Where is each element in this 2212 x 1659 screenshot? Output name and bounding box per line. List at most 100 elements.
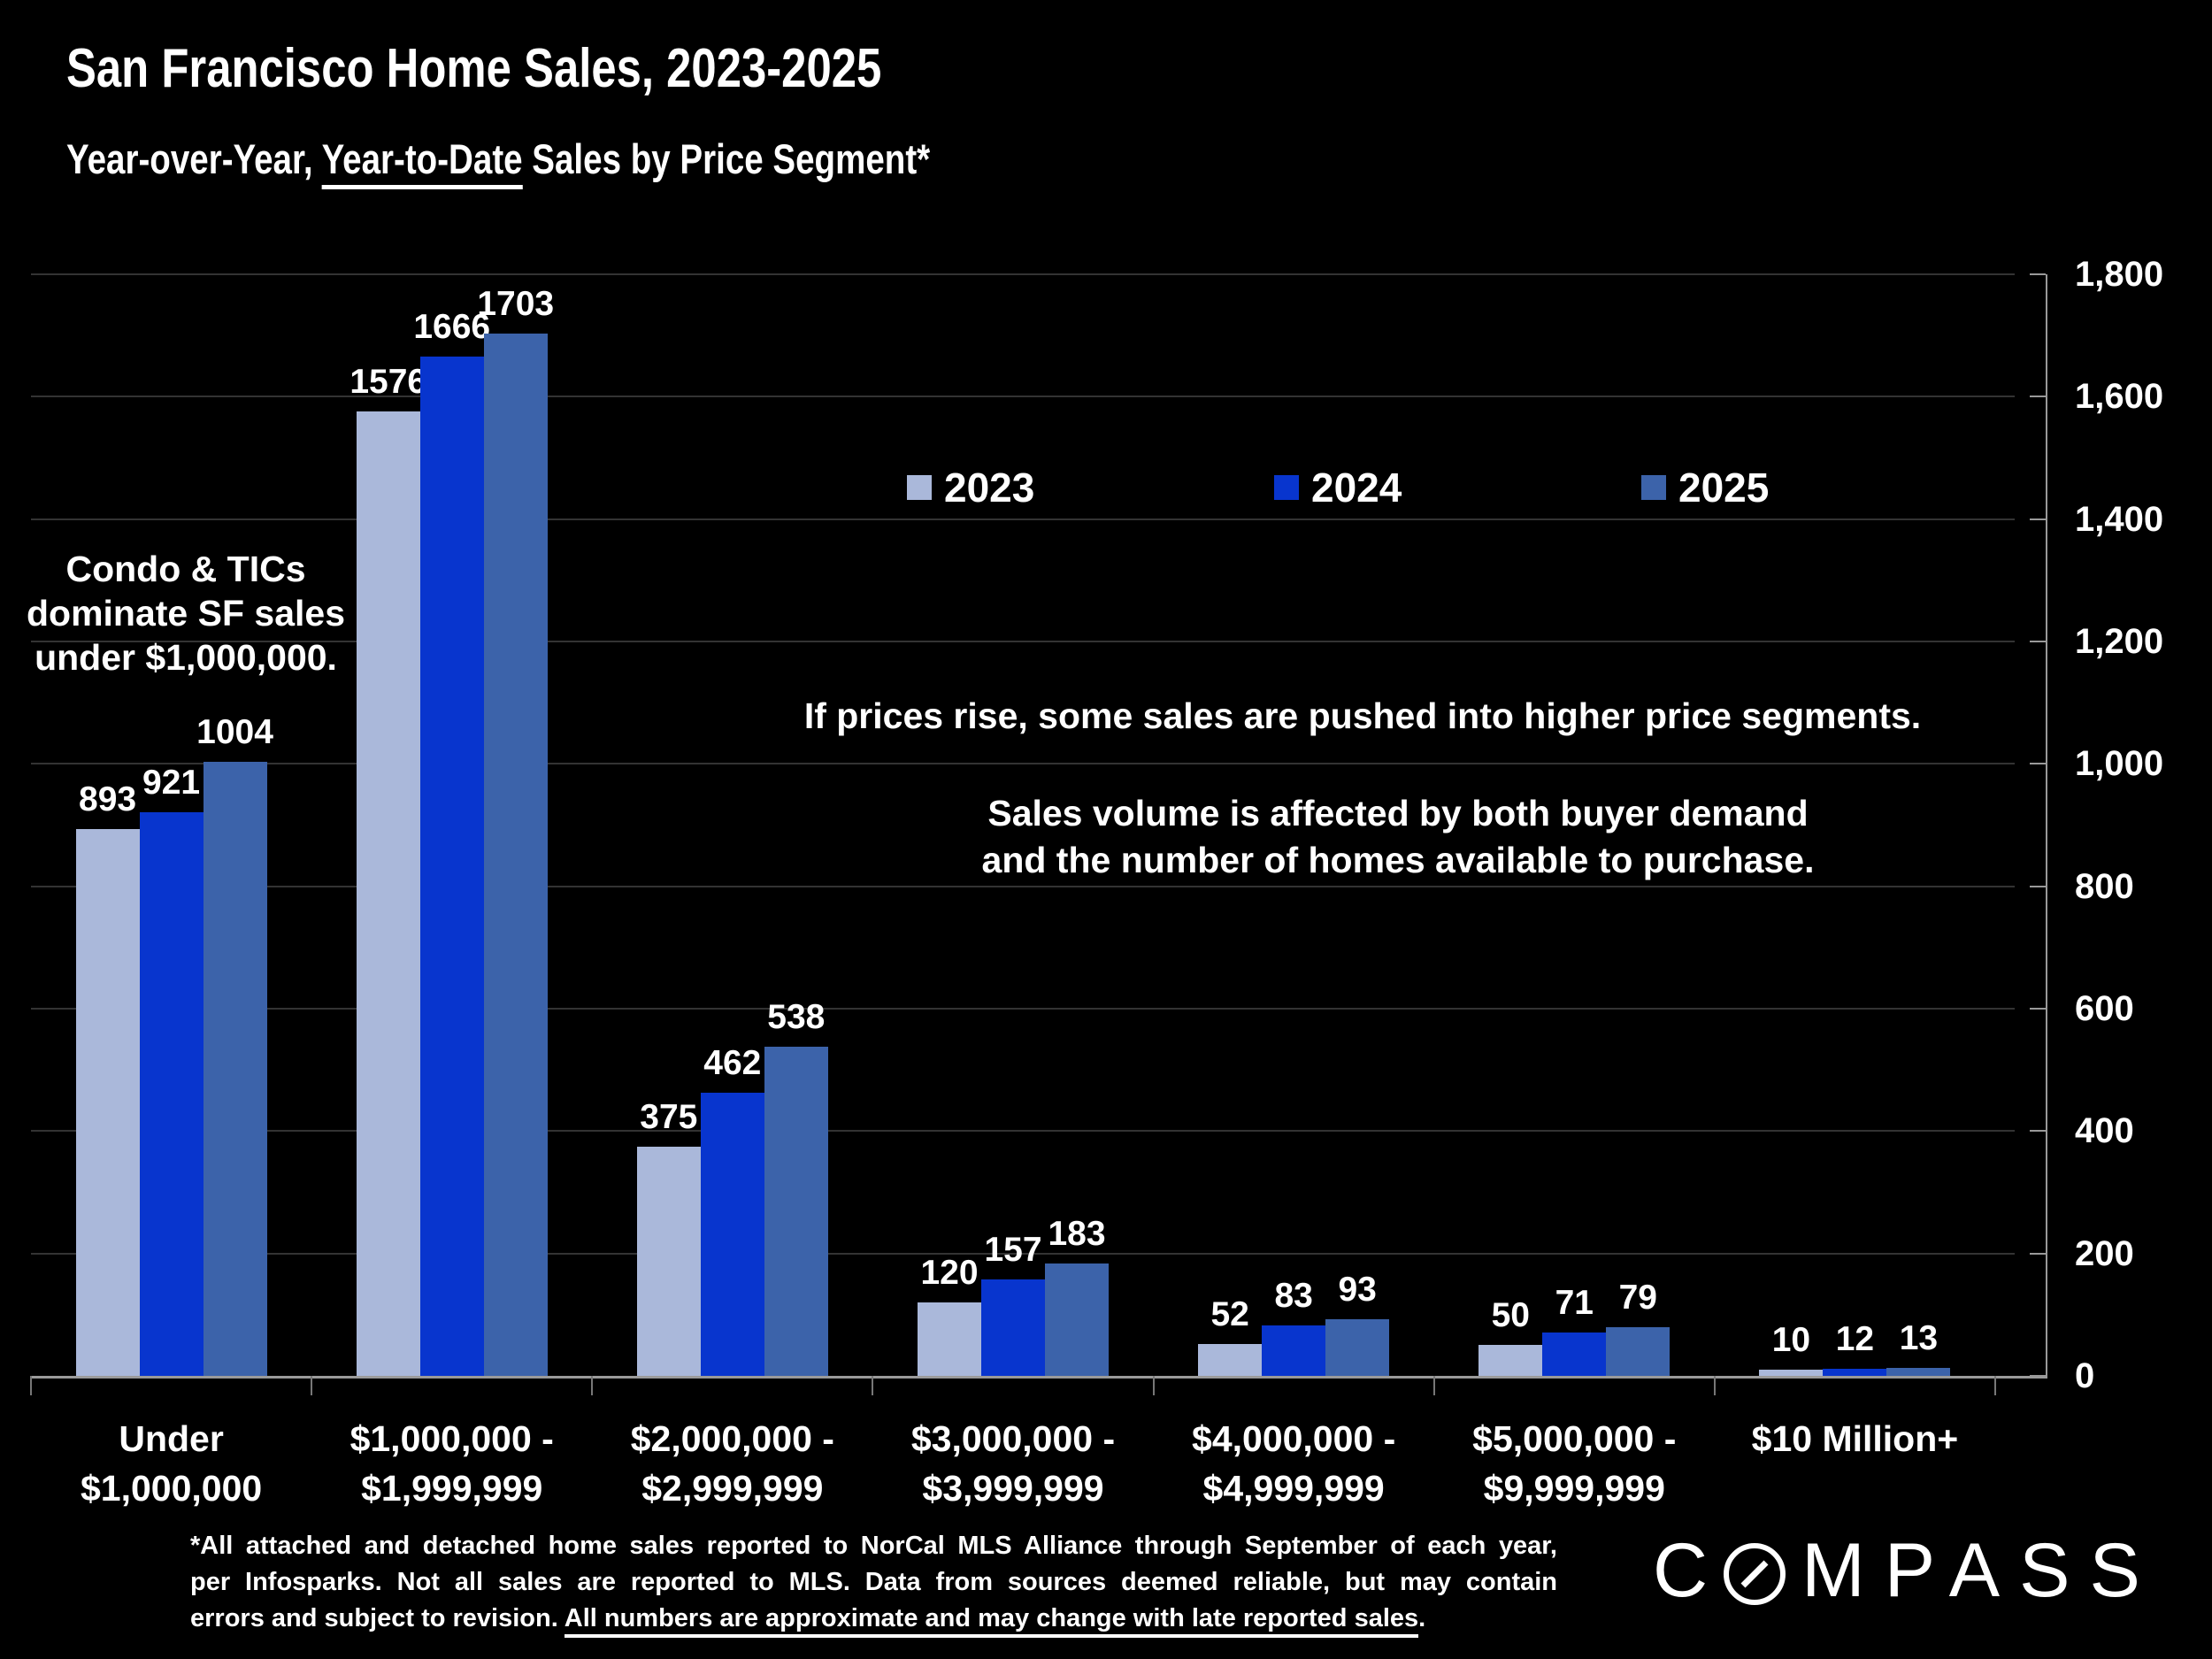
bar	[1262, 1325, 1326, 1376]
annotation-condo-tics-line3: under $1,000,000.	[35, 637, 337, 678]
y-axis-tick-label: 1,600	[2075, 377, 2164, 417]
bar	[356, 411, 420, 1376]
y-axis-tick	[2030, 1252, 2046, 1255]
plot-area: 0 200 400 600 800 1,000 1,200 1,400 1,600 1,800 89…	[30, 257, 2163, 1509]
bar-value-label: 157	[984, 1231, 1042, 1270]
gridline	[31, 885, 2015, 887]
category-label-line: $1,999,999	[361, 1468, 543, 1509]
y-axis-tick-label: 1,800	[2075, 255, 2164, 294]
y-axis-tick-label: 1,400	[2075, 499, 2164, 539]
y-axis-tick-label: 600	[2075, 989, 2134, 1028]
category-label-line: $2,999,999	[641, 1468, 824, 1509]
bar-value-label: 50	[1491, 1296, 1530, 1335]
bar	[1045, 1263, 1109, 1376]
bar	[700, 1093, 764, 1376]
category-label-line: $2,000,000 -	[630, 1418, 834, 1459]
gridline	[31, 518, 2015, 520]
x-axis-tick	[30, 1376, 32, 1395]
bar-value-label: 921	[142, 763, 201, 802]
bar-value-label: 462	[703, 1044, 762, 1083]
legend-swatch-2023	[907, 475, 932, 500]
x-axis-tick	[872, 1376, 874, 1395]
y-axis-tick-label: 400	[2075, 1111, 2134, 1151]
gridline	[31, 763, 2015, 765]
subtitle-underlined: Year-to-Date	[321, 135, 523, 189]
footnote-underlined-disclaimer: All numbers are approximate and may chan…	[564, 1604, 1419, 1638]
annotation-condo-tics: Condo & TICs dominate SF sales under $1,…	[18, 547, 354, 680]
compass-needle-icon	[1724, 1542, 1786, 1605]
annotation-price-segments: If prices rise, some sales are pushed in…	[803, 695, 1922, 736]
x-axis-tick	[1152, 1376, 1155, 1395]
annotation-sales-volume-line2: and the number of homes available to pur…	[981, 840, 1815, 880]
category-label: $3,000,000 - $3,999,999	[867, 1414, 1159, 1513]
y-axis-tick-label: 1,200	[2075, 622, 2164, 661]
annotation-condo-tics-line2: dominate SF sales	[26, 593, 345, 634]
y-axis-tick	[2030, 763, 2046, 765]
bar	[1759, 1370, 1824, 1376]
x-axis-tick	[591, 1376, 594, 1395]
category-label-line: $1,000,000	[80, 1468, 263, 1509]
bar-value-label: 1666	[413, 307, 491, 346]
legend-label-2025: 2025	[1678, 465, 1770, 511]
category-label-line: $4,000,000 -	[1192, 1418, 1396, 1459]
footnote-line2: per Infosparks. Not all sales are report…	[190, 1568, 1557, 1596]
bar	[1325, 1318, 1390, 1376]
x-axis-tick	[1994, 1376, 1996, 1395]
compass-logo-rest: MPASS	[1801, 1528, 2160, 1613]
bar-value-label: 10	[1771, 1321, 1811, 1360]
bar-value-label: 120	[920, 1254, 979, 1292]
x-axis-tick	[1432, 1376, 1435, 1395]
gridline	[31, 641, 2015, 642]
category-label-line: $3,000,000 -	[910, 1418, 1116, 1459]
y-axis-tick	[2030, 396, 2046, 398]
y-axis-tick-label: 800	[2075, 866, 2134, 906]
annotation-condo-tics-line1: Condo & TICs	[65, 549, 306, 589]
footnote-line3: errors and subject to revision. All numb…	[190, 1601, 1557, 1638]
category-label-line: $3,999,999	[922, 1468, 1104, 1509]
legend-item-2023: 2023	[907, 467, 1034, 508]
category-label: $1,000,000 - $1,999,999	[306, 1414, 598, 1513]
gridline	[31, 1252, 2015, 1255]
bar-value-label: 93	[1338, 1270, 1377, 1309]
y-axis-tick	[2030, 885, 2046, 887]
bar	[1823, 1368, 1887, 1376]
category-label-line: $4,999,999	[1202, 1468, 1385, 1509]
gridline	[31, 396, 2015, 398]
category-label-line: $1,000,000 -	[349, 1418, 554, 1459]
category-label: $2,000,000 - $2,999,999	[587, 1414, 879, 1513]
category-label-line: Under	[119, 1418, 224, 1459]
legend-item-2025: 2025	[1641, 467, 1769, 508]
y-axis-tick	[2030, 273, 2046, 275]
annotation-sales-volume: Sales volume is affected by both buyer d…	[849, 790, 1947, 884]
bar	[981, 1279, 1045, 1376]
page-title: San Francisco Home Sales, 2023-2025	[66, 38, 882, 99]
bar	[203, 761, 267, 1376]
subtitle-before: Year-over-Year,	[66, 135, 322, 182]
footnote-line3-after: .	[1418, 1604, 1426, 1632]
bar-value-label: 1576	[349, 362, 427, 401]
bar-value-label: 83	[1274, 1276, 1313, 1315]
y-axis-tick	[2030, 641, 2046, 642]
gridline	[31, 1130, 2015, 1133]
y-axis-tick	[2030, 1130, 2046, 1133]
legend-swatch-2025	[1641, 475, 1666, 500]
bar-value-label: 12	[1835, 1319, 1875, 1358]
bar	[139, 811, 204, 1376]
footnote: *All attached and detached home sales re…	[190, 1528, 1557, 1638]
y-axis-tick	[2030, 1008, 2046, 1010]
legend-item-2024: 2024	[1274, 467, 1402, 508]
compass-logo-c: C	[1653, 1528, 1728, 1613]
x-axis-tick	[1713, 1376, 1716, 1395]
bar	[419, 356, 484, 1376]
bar-value-label: 79	[1618, 1279, 1657, 1317]
gridline	[31, 1008, 2015, 1010]
bar	[1479, 1345, 1543, 1376]
bar-value-label: 13	[1899, 1319, 1939, 1357]
legend-label-2023: 2023	[944, 465, 1035, 511]
annotation-sales-volume-line1: Sales volume is affected by both buyer d…	[987, 793, 1809, 833]
x-axis-tick	[311, 1376, 313, 1395]
page-subtitle: Year-over-Year, Year-to-Date Sales by Pr…	[66, 134, 930, 189]
bar-value-label: 71	[1555, 1283, 1594, 1322]
category-label-line: $9,999,999	[1483, 1468, 1665, 1509]
